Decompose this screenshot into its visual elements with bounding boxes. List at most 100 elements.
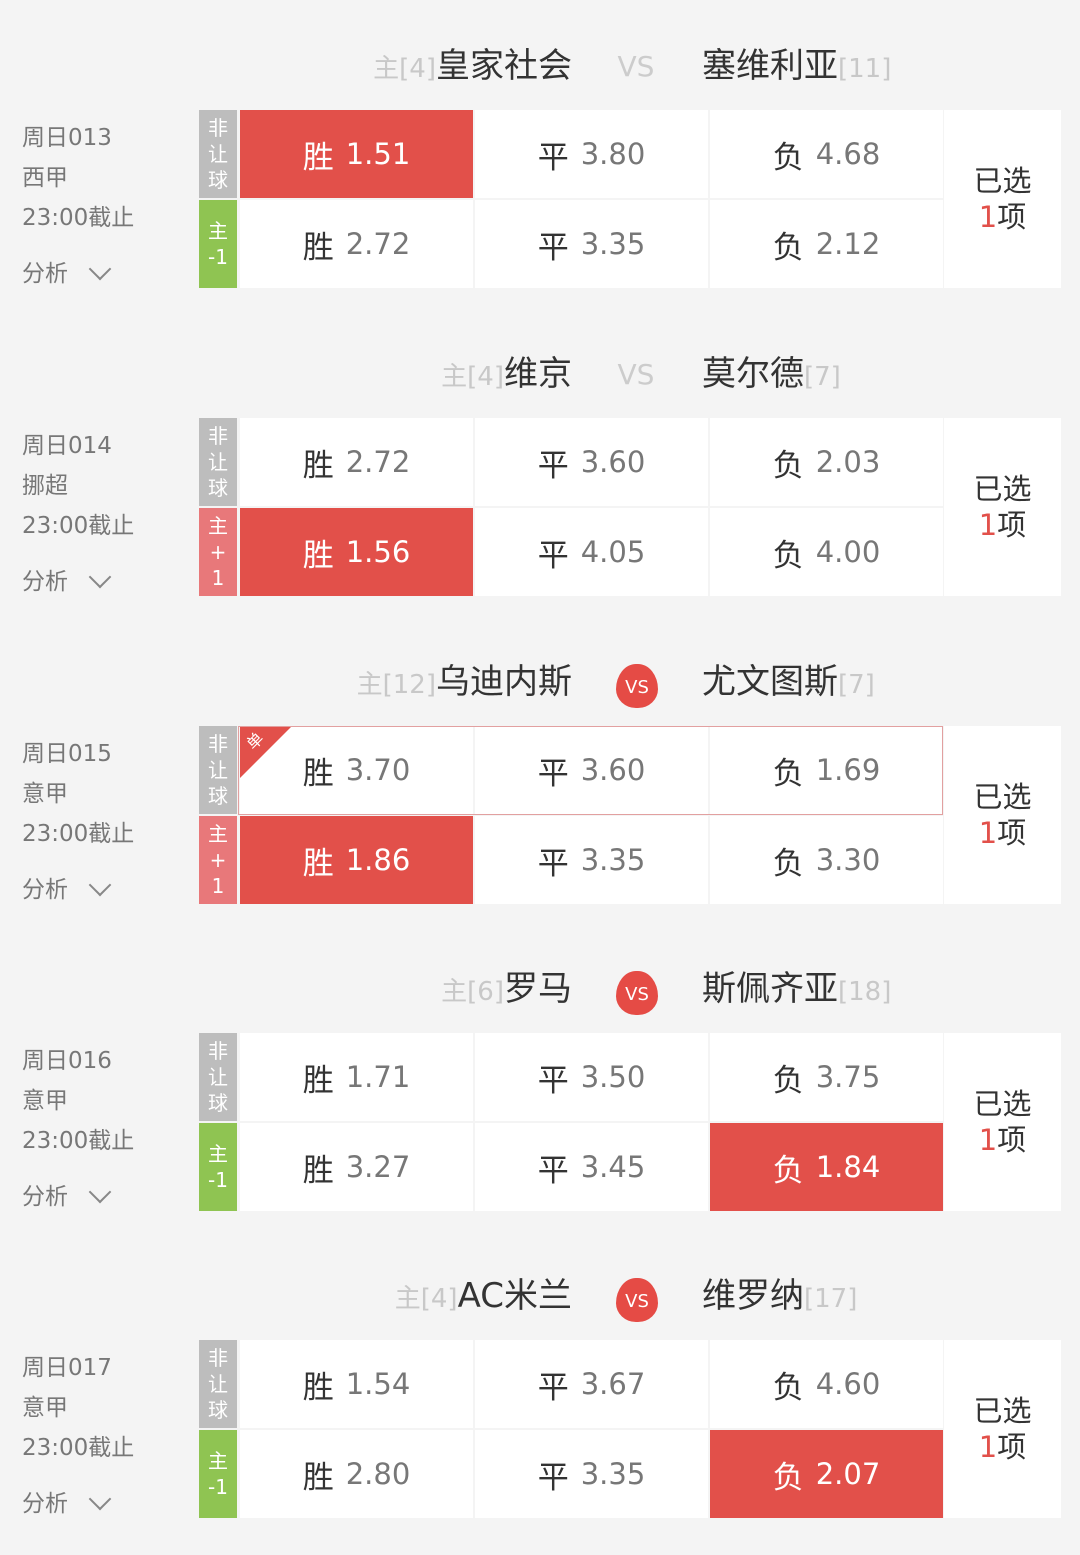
odds-cell[interactable]: 平 3.60 bbox=[475, 726, 708, 814]
picked-count[interactable]: 已选 1项 bbox=[944, 1340, 1061, 1518]
home-team[interactable]: 主[4]皇家社会 bbox=[373, 36, 572, 99]
odds-table: 非让球 胜 2.72 平 3.60 负 2.03 主+1 胜 1.56 平 4.05 负 4.… bbox=[199, 418, 1061, 596]
odds-cell[interactable]: 负 3.75 bbox=[710, 1033, 943, 1121]
away-name: 莫尔德 bbox=[702, 354, 804, 394]
home-team[interactable]: 主[4]维京 bbox=[441, 344, 572, 407]
odds-cell[interactable]: 胜 3.27 bbox=[240, 1123, 473, 1211]
handicap-label: 非让球 bbox=[199, 418, 237, 506]
odds-cell[interactable]: 胜 2.72 bbox=[240, 200, 473, 288]
chevron-down-icon bbox=[88, 1180, 112, 1204]
home-name: 维京 bbox=[504, 354, 572, 394]
handicap-label: 主+1 bbox=[199, 816, 237, 904]
odds-value: 3.35 bbox=[580, 1457, 646, 1491]
home-name: 乌迪内斯 bbox=[436, 662, 572, 702]
outcome-label: 平 bbox=[537, 1459, 569, 1496]
odds-cell[interactable]: 平 3.35 bbox=[475, 1430, 708, 1518]
odds-cell[interactable]: 胜 1.86 bbox=[240, 816, 473, 904]
odds-value: 2.03 bbox=[815, 445, 881, 479]
home-team[interactable]: 主[6]罗马 bbox=[441, 959, 572, 1022]
outcome-label: 负 bbox=[772, 1369, 804, 1406]
picked-count[interactable]: 已选 1项 bbox=[944, 418, 1061, 596]
odds-cell[interactable]: 平 4.05 bbox=[475, 508, 708, 596]
handicap-label-text: 主+1 bbox=[208, 822, 228, 898]
odds-cell[interactable]: 胜 1.56 bbox=[240, 508, 473, 596]
odds-cell[interactable]: 平 3.35 bbox=[475, 816, 708, 904]
away-rank: [17] bbox=[804, 1284, 858, 1314]
odds-cell[interactable]: 负 2.07 bbox=[710, 1430, 943, 1518]
outcome-label: 平 bbox=[537, 845, 569, 882]
handicap-label-text: 非让球 bbox=[208, 732, 228, 808]
odds-table: 非让球 胜 1.54 平 3.67 负 4.60 主-1 胜 2.80 平 3.35 负 2.… bbox=[199, 1340, 1061, 1518]
odds-cell[interactable]: 胜 2.80 bbox=[240, 1430, 473, 1518]
odds-cell[interactable]: 负 3.30 bbox=[710, 816, 943, 904]
match-header: 主[12]乌迪内斯 VS 尤文图斯[7] bbox=[0, 652, 1080, 712]
analysis-label: 分析 bbox=[22, 1184, 68, 1210]
away-team[interactable]: 斯佩齐亚[18] bbox=[702, 959, 891, 1022]
handicap-label: 非让球 bbox=[199, 1340, 237, 1428]
analysis-label: 分析 bbox=[22, 261, 68, 287]
outcome-label: 平 bbox=[537, 755, 569, 792]
odds-cell[interactable]: 负 4.00 bbox=[710, 508, 943, 596]
analysis-toggle[interactable]: 分析 bbox=[22, 1177, 134, 1217]
odds-cell[interactable]: 负 4.68 bbox=[710, 110, 943, 198]
outcome-label: 平 bbox=[537, 229, 569, 266]
odds-cell[interactable]: 平 3.80 bbox=[475, 110, 708, 198]
outcome-label: 负 bbox=[772, 845, 804, 882]
odds-value: 3.50 bbox=[580, 1060, 646, 1094]
odds-cell[interactable]: 平 3.67 bbox=[475, 1340, 708, 1428]
away-rank: [11] bbox=[838, 54, 892, 84]
odds-cell[interactable]: 负 1.84 bbox=[710, 1123, 943, 1211]
handicap-label: 非让球 bbox=[199, 110, 237, 198]
odds-value: 3.75 bbox=[815, 1060, 881, 1094]
home-name: AC米兰 bbox=[457, 1276, 572, 1316]
league: 西甲 bbox=[22, 165, 68, 191]
odds-cell[interactable]: 负 1.69 bbox=[710, 726, 943, 814]
odds-value: 3.30 bbox=[815, 843, 881, 877]
odds-cell[interactable]: 平 3.60 bbox=[475, 418, 708, 506]
analysis-toggle[interactable]: 分析 bbox=[22, 1484, 134, 1524]
outcome-label: 胜 bbox=[302, 845, 334, 882]
away-team[interactable]: 塞维利亚[11] bbox=[702, 36, 891, 99]
outcome-label: 平 bbox=[537, 1369, 569, 1406]
analysis-toggle[interactable]: 分析 bbox=[22, 254, 134, 294]
chevron-down-icon bbox=[88, 565, 112, 589]
analysis-toggle[interactable]: 分析 bbox=[22, 870, 134, 910]
analysis-toggle[interactable]: 分析 bbox=[22, 562, 134, 602]
odds-cell[interactable]: 负 2.12 bbox=[710, 200, 943, 288]
odds-value: 4.60 bbox=[815, 1367, 881, 1401]
away-team[interactable]: 维罗纳[17] bbox=[702, 1266, 857, 1329]
odds-value: 3.60 bbox=[580, 753, 646, 787]
odds-cell[interactable]: 平 3.45 bbox=[475, 1123, 708, 1211]
odds-value: 1.84 bbox=[815, 1150, 881, 1184]
home-rank: 主[4] bbox=[373, 54, 436, 84]
picked-count[interactable]: 已选 1项 bbox=[944, 726, 1061, 904]
odds-cell[interactable]: 平 3.35 bbox=[475, 200, 708, 288]
odds-cell[interactable]: 胜 1.71 bbox=[240, 1033, 473, 1121]
picked-label: 已选 bbox=[973, 164, 1032, 198]
odds-value: 3.45 bbox=[580, 1150, 646, 1184]
odds-value: 3.67 bbox=[580, 1367, 646, 1401]
handicap-label: 主-1 bbox=[199, 200, 237, 288]
odds-cell[interactable]: 负 4.60 bbox=[710, 1340, 943, 1428]
odds-cell[interactable]: 单 胜 3.70 bbox=[240, 726, 473, 814]
away-team[interactable]: 尤文图斯[7] bbox=[702, 652, 875, 715]
odds-value: 3.27 bbox=[345, 1150, 411, 1184]
match-card: 主[4]AC米兰 VS 维罗纳[17] 周日017 意甲 23:00截止 分析 … bbox=[0, 1248, 1080, 1555]
odds-cell[interactable]: 负 2.03 bbox=[710, 418, 943, 506]
odds-value: 2.07 bbox=[815, 1457, 881, 1491]
odds-cell[interactable]: 胜 1.54 bbox=[240, 1340, 473, 1428]
odds-cell[interactable]: 平 3.50 bbox=[475, 1033, 708, 1121]
match-info: 周日015 意甲 23:00截止 分析 bbox=[22, 734, 134, 910]
match-header: 主[4]AC米兰 VS 维罗纳[17] bbox=[0, 1266, 1080, 1326]
home-team[interactable]: 主[4]AC米兰 bbox=[395, 1266, 572, 1329]
match-header: 主[6]罗马 VS 斯佩齐亚[18] bbox=[0, 959, 1080, 1019]
picked-count[interactable]: 已选 1项 bbox=[944, 1033, 1061, 1211]
picked-label: 已选 bbox=[973, 472, 1032, 506]
odds-cell[interactable]: 胜 1.51 bbox=[240, 110, 473, 198]
odds-value: 3.80 bbox=[580, 137, 646, 171]
odds-cell[interactable]: 胜 2.72 bbox=[240, 418, 473, 506]
away-team[interactable]: 莫尔德[7] bbox=[702, 344, 841, 407]
picked-count[interactable]: 已选 1项 bbox=[944, 110, 1061, 288]
away-rank: [7] bbox=[838, 670, 875, 700]
home-team[interactable]: 主[12]乌迪内斯 bbox=[357, 652, 572, 715]
